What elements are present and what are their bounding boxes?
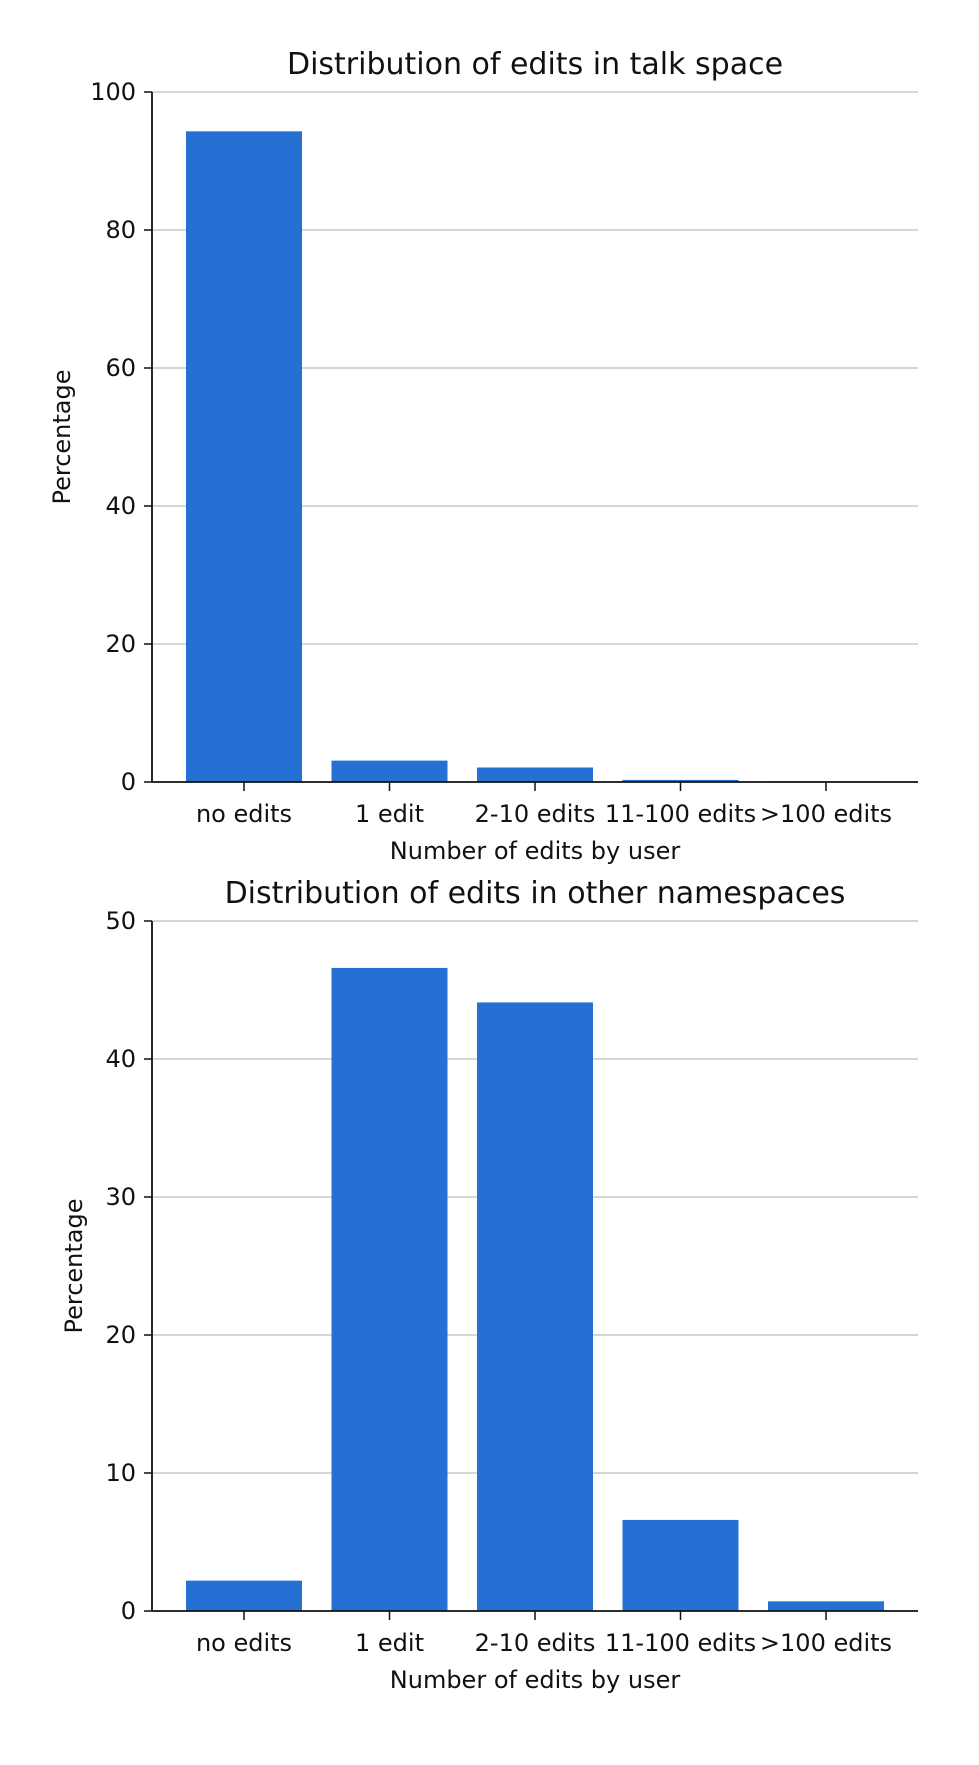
bar (477, 767, 593, 782)
y-tick-label: 40 (105, 1045, 136, 1073)
y-axis-label: Percentage (60, 1198, 88, 1333)
bar (186, 1580, 302, 1611)
x-tick-label: 2-10 edits (475, 800, 596, 828)
y-tick-label: 50 (105, 907, 136, 935)
bar (186, 131, 302, 782)
bar (622, 779, 739, 782)
bar (331, 967, 448, 1611)
chart-talk-space: 0 20 40 60 80 100 no edits 1 edit 2-10 edits 11-1… (48, 47, 918, 865)
y-tick-label: 0 (121, 768, 136, 796)
x-axis-label: Number of edits by user (390, 837, 681, 865)
bar (477, 1002, 593, 1611)
x-tick-label: >100 edits (760, 800, 892, 828)
chart-title: Distribution of edits in talk space (287, 47, 783, 82)
y-tick-label: 80 (105, 216, 136, 244)
y-tick-label: 60 (105, 354, 136, 382)
y-axis-label: Percentage (48, 369, 76, 504)
y-tick-label: 10 (105, 1459, 136, 1487)
x-axis-label: Number of edits by user (390, 1666, 681, 1694)
bar (622, 1519, 739, 1611)
x-tick-label: 11-100 edits (605, 800, 756, 828)
y-tick-label: 0 (121, 1597, 136, 1625)
y-tick-label: 40 (105, 492, 136, 520)
x-tick-label: no edits (196, 800, 292, 828)
y-tick-label: 30 (105, 1183, 136, 1211)
y-tick-label: 100 (90, 78, 136, 106)
x-tick-label: 2-10 edits (475, 1629, 596, 1657)
x-tick-label: 11-100 edits (605, 1629, 756, 1657)
x-tick-label: no edits (196, 1629, 292, 1657)
y-tick-label: 20 (105, 630, 136, 658)
chart-other-namespaces: 0 10 20 30 40 50 no edits 1 edit 2-10 edits 11-10… (60, 876, 918, 1694)
bar (331, 760, 448, 782)
x-tick-label: 1 edit (355, 1629, 424, 1657)
chart-title: Distribution of edits in other namespace… (225, 876, 846, 911)
y-tick-label: 20 (105, 1321, 136, 1349)
x-tick-label: >100 edits (760, 1629, 892, 1657)
x-tick-label: 1 edit (355, 800, 424, 828)
bar (768, 1601, 884, 1611)
